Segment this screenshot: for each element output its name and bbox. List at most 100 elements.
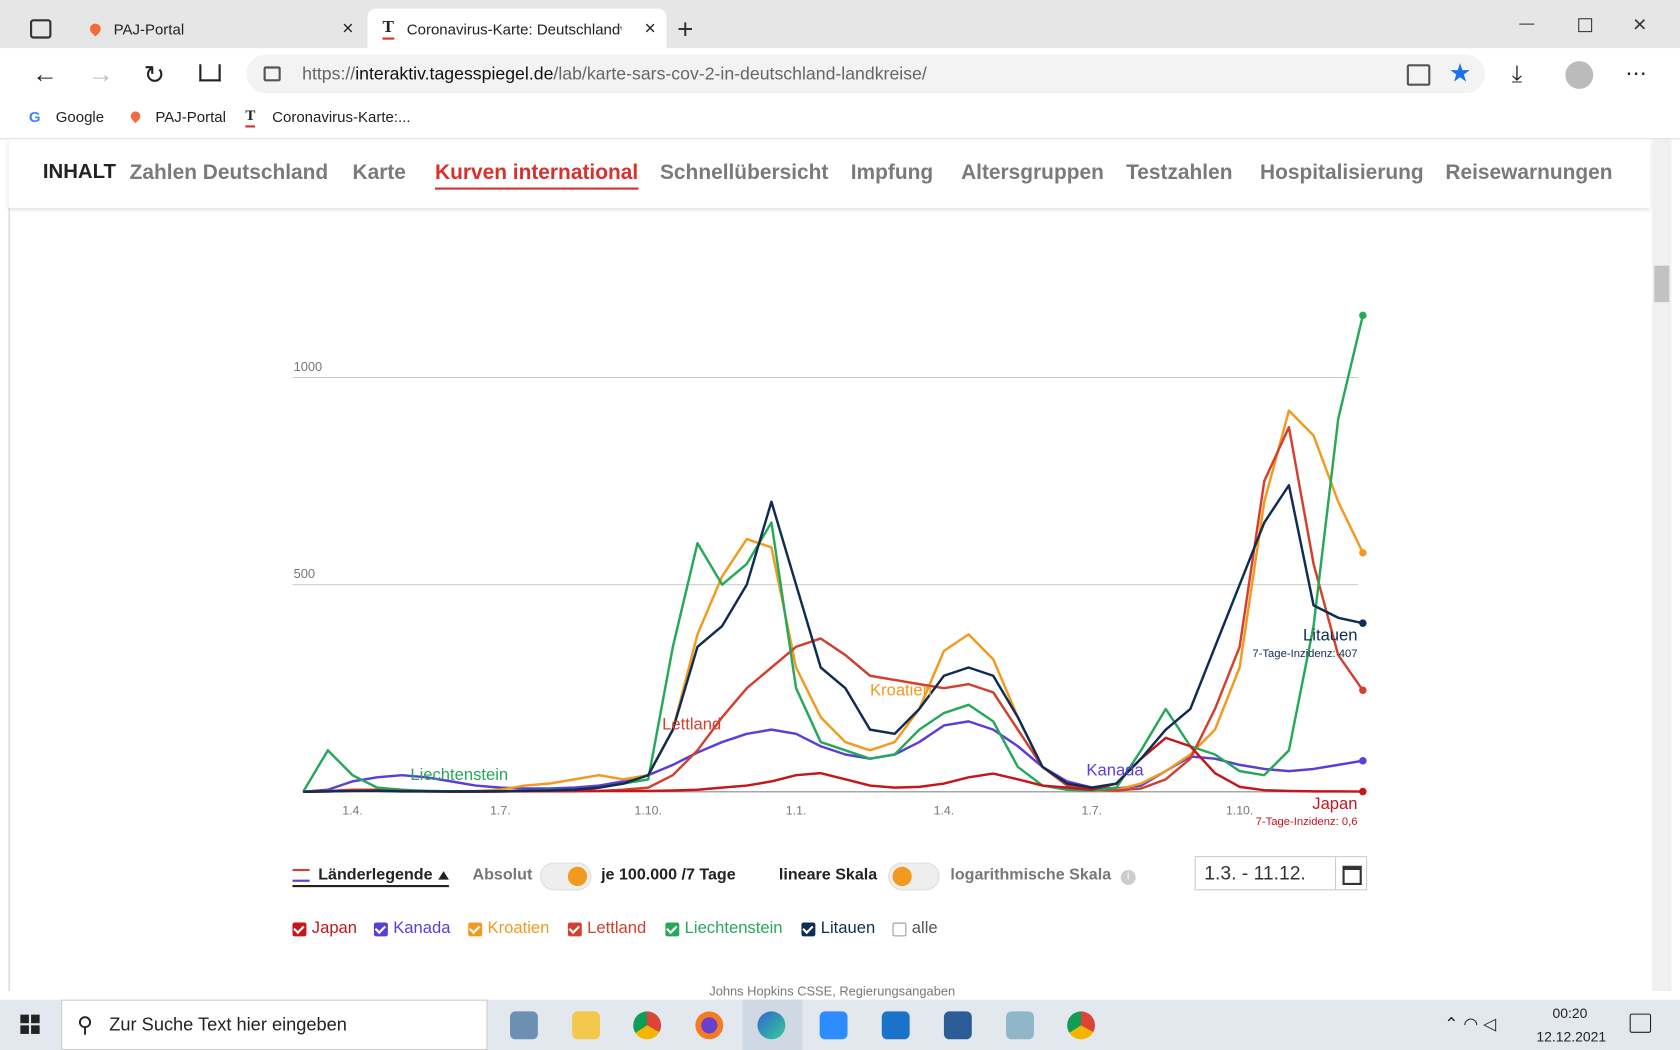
- x-tick-label: 1.4.: [934, 803, 955, 817]
- start-button[interactable]: [20, 1014, 40, 1034]
- legend-item[interactable]: Lettland: [567, 919, 647, 938]
- menu-button[interactable]: ⋯: [1625, 62, 1647, 86]
- legend-toggle[interactable]: Länderlegende: [292, 866, 449, 888]
- checkbox-checked[interactable]: [373, 921, 388, 936]
- maximize-button[interactable]: [1578, 18, 1593, 33]
- home-button[interactable]: [199, 64, 221, 82]
- bookmark-icon: T: [245, 108, 256, 128]
- scrollbar-thumb[interactable]: [1654, 265, 1670, 303]
- web-page: [8, 139, 1654, 992]
- series-label: Liechtenstein: [410, 765, 508, 784]
- legend-item[interactable]: Japan: [292, 919, 358, 938]
- url-path: /lab/karte-sars-cov-2-in-deutschland-lan…: [553, 63, 927, 84]
- calendar-button[interactable]: [1335, 857, 1368, 890]
- checkmark: [568, 922, 580, 934]
- clock-date[interactable]: 12.12.2021: [1536, 1028, 1607, 1045]
- tab-actions-button[interactable]: [30, 19, 52, 39]
- nav-item[interactable]: Reisewarnungen: [1445, 160, 1613, 185]
- tab-title: PAJ-Portal: [113, 19, 185, 37]
- checkmark: [802, 922, 814, 934]
- end-point: [1359, 619, 1367, 627]
- app-icon[interactable]: [695, 1011, 724, 1040]
- scrollbar[interactable]: [1652, 139, 1672, 992]
- tab-title: Coronavirus-Karte: Deutschlandw: [406, 19, 622, 37]
- legend-item[interactable]: Kroatien: [468, 919, 549, 938]
- lock-icon: [263, 66, 281, 82]
- bookmark[interactable]: Google: [55, 108, 105, 126]
- date-range: 1.3. - 11.12.: [1204, 862, 1306, 884]
- scale-toggle[interactable]: [888, 862, 940, 891]
- new-tab-button[interactable]: +: [677, 12, 694, 46]
- series-label: Lettland: [662, 715, 721, 734]
- series-line: [303, 425, 1364, 794]
- minimize-button[interactable]: [1519, 23, 1535, 25]
- checkmark: [666, 922, 678, 934]
- legend-label: Lettland: [587, 919, 647, 938]
- nav-item[interactable]: Altersgruppen: [961, 160, 1104, 185]
- absolute-label[interactable]: Absolut: [472, 865, 533, 884]
- forward-button[interactable]: →: [87, 60, 114, 89]
- app-icon[interactable]: [881, 1011, 910, 1040]
- search-icon: ⚲: [77, 1013, 93, 1038]
- checkbox-checked[interactable]: [292, 921, 307, 936]
- tray-icons[interactable]: ⌃ ◠ ◁: [1444, 1015, 1497, 1034]
- checkbox[interactable]: [892, 921, 907, 936]
- notifications-button[interactable]: [1629, 1013, 1652, 1033]
- nav-item[interactable]: Hospitalisierung: [1260, 160, 1424, 185]
- series-label: Kroatien: [870, 680, 932, 699]
- app-icon[interactable]: [633, 1011, 662, 1040]
- legend-item[interactable]: Liechtenstein: [665, 919, 783, 938]
- checkbox-checked[interactable]: [801, 921, 816, 936]
- log-label[interactable]: logarithmische Skala: [950, 865, 1112, 884]
- linear-label[interactable]: lineare Skala: [778, 865, 878, 884]
- calendar-icon: [1342, 865, 1362, 886]
- clock-time[interactable]: 00:20: [1552, 1005, 1588, 1022]
- nav-item[interactable]: Karte: [352, 160, 406, 185]
- app-icon[interactable]: [943, 1011, 972, 1040]
- app-icon[interactable]: [1006, 1011, 1034, 1040]
- date-range-input[interactable]: 1.3. - 11.12.: [1194, 856, 1368, 891]
- tab-close[interactable]: ×: [342, 17, 354, 39]
- app-icon[interactable]: [1067, 1011, 1096, 1040]
- app-icon[interactable]: [819, 1011, 848, 1040]
- toggle-knob: [892, 866, 912, 887]
- info-icon[interactable]: i: [1120, 870, 1136, 886]
- checkbox-checked[interactable]: [468, 921, 483, 936]
- bookmark[interactable]: Coronavirus-Karte:...: [272, 108, 411, 126]
- profile-button[interactable]: [1565, 61, 1594, 89]
- legend-item[interactable]: Kanada: [373, 919, 450, 938]
- nav-item[interactable]: Zahlen Deutschland: [129, 160, 329, 185]
- legend-label: Japan: [311, 919, 358, 938]
- end-point: [1359, 548, 1367, 557]
- end-point: [1359, 686, 1367, 695]
- nav-item[interactable]: Testzahlen: [1126, 160, 1233, 185]
- checkbox-checked[interactable]: [567, 921, 582, 936]
- back-button[interactable]: ←: [32, 60, 58, 89]
- close-window-button[interactable]: ×: [1632, 10, 1647, 38]
- per-capita-label[interactable]: je 100.000 /7 Tage: [601, 865, 736, 884]
- checkbox-checked[interactable]: [665, 921, 680, 936]
- end-point: [1359, 787, 1367, 796]
- favorite-button[interactable]: ★: [1448, 58, 1472, 88]
- series-label: Litauen: [1303, 626, 1357, 645]
- app-icon[interactable]: [510, 1011, 538, 1040]
- nav-item[interactable]: Schnellübersicht: [660, 160, 829, 185]
- tab-close[interactable]: ×: [644, 17, 656, 39]
- legend-item[interactable]: Litauen: [801, 919, 875, 938]
- tab-active[interactable]: T Coronavirus-Karte: Deutschlandw ×: [367, 8, 667, 49]
- legend-item[interactable]: alle: [892, 919, 938, 938]
- search-box[interactable]: ⚲ Zur Suche Text hier eingeben: [61, 999, 488, 1050]
- bookmark[interactable]: PAJ-Portal: [155, 108, 226, 126]
- downloads-button[interactable]: ⤓: [1511, 60, 1523, 87]
- checkmark: [468, 922, 481, 934]
- absolute-toggle[interactable]: [540, 862, 592, 891]
- tab[interactable]: PAJ-Portal ×: [75, 9, 364, 49]
- reader-button[interactable]: [1406, 64, 1431, 86]
- legend-icon: [292, 868, 310, 882]
- reload-button[interactable]: ↻: [143, 61, 166, 91]
- app-icon[interactable]: [572, 1011, 601, 1040]
- address-field[interactable]: https://interaktiv.tagesspiegel.de/lab/k…: [246, 54, 1486, 94]
- nav-item-active[interactable]: Kurven international: [435, 161, 639, 190]
- nav-item[interactable]: Impfung: [850, 160, 934, 185]
- app-icon[interactable]: [757, 1011, 786, 1040]
